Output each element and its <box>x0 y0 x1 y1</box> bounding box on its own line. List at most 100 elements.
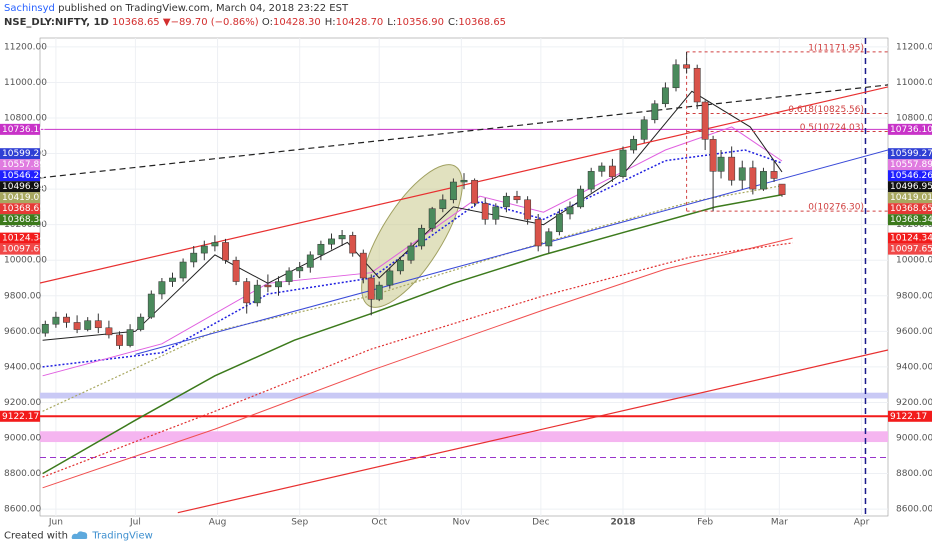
author[interactable]: Sachinsyd <box>4 3 55 14</box>
x-tick-label: Jul <box>129 518 141 528</box>
x-tick-label: Aug <box>209 518 227 528</box>
last: 10368.65 <box>111 17 160 28</box>
candle-body <box>275 281 282 288</box>
candle-body <box>169 277 176 282</box>
candle-body <box>587 171 595 190</box>
candle-body <box>105 327 113 336</box>
zone-band <box>40 431 888 443</box>
candle-body <box>701 101 709 140</box>
created-with: Created with <box>4 530 68 542</box>
candle-body <box>407 245 415 261</box>
candle-body <box>693 67 701 103</box>
candle-body <box>760 171 767 190</box>
brand[interactable]: TradingView <box>92 530 153 542</box>
price-label-box <box>888 170 932 182</box>
candle-body <box>116 334 123 346</box>
candle-body <box>264 284 272 288</box>
quote-line: NSE_DLY:NIFTY, 1D 10368.65 ▼−89.70 (−0.8… <box>4 16 510 30</box>
zone-band <box>40 392 888 399</box>
quote-val: 10428.70 <box>335 17 384 28</box>
candle-body <box>296 267 304 272</box>
y-tick-label: 10800.00 <box>896 114 932 124</box>
quote-key: C: <box>447 17 459 28</box>
candle-body <box>94 320 102 329</box>
y-tick-label: 9200.00 <box>4 398 41 408</box>
candle-body <box>306 254 314 268</box>
publish-line: Sachinsyd published on TradingView.com, … <box>4 2 510 16</box>
price-label-box <box>0 243 40 255</box>
price-label: 10368.65 <box>2 204 45 214</box>
logo <box>71 531 88 539</box>
arrow: ▼ <box>162 17 171 28</box>
quote-key: L: <box>387 17 397 28</box>
candle-body <box>317 243 325 256</box>
candle-body <box>428 208 436 229</box>
candle-body <box>471 179 479 204</box>
candle-body <box>481 203 489 220</box>
candle-body <box>232 259 240 282</box>
price-label: 10557.89 <box>2 160 45 170</box>
y-tick-label: 11000.00 <box>896 78 932 88</box>
y-tick-label: 9200.00 <box>896 398 932 408</box>
candle-body <box>524 199 532 220</box>
x-tick-label: Feb <box>697 518 713 528</box>
y-tick-label: 10800.00 <box>4 114 47 124</box>
y-tick-label: 9600.00 <box>4 327 41 337</box>
indicator-line <box>42 149 783 368</box>
y-tick-label: 11200.00 <box>896 42 932 52</box>
candle-body <box>717 156 725 172</box>
candle-body <box>41 323 49 334</box>
fib-label: 0.5(10724.03) <box>800 123 864 133</box>
y-tick-label: 9600.00 <box>896 327 932 337</box>
price-label: 9122.17 <box>2 412 39 422</box>
price-label: 10368.34 <box>890 215 932 225</box>
candle-body <box>672 64 680 89</box>
price-label: 10124.34 <box>890 234 932 244</box>
candle-body <box>179 261 187 279</box>
y-tick-label: 9800.00 <box>4 291 41 301</box>
x-tick-label: Apr <box>854 518 870 528</box>
candle-body <box>683 64 691 69</box>
price-label-box <box>0 214 40 226</box>
quote-key: H: <box>324 17 336 28</box>
indicator-line <box>42 90 783 341</box>
y-tick-label: 9400.00 <box>4 362 41 372</box>
price-label: 10124.34 <box>2 234 45 244</box>
price-label: 10736.10 <box>2 125 45 135</box>
price-label-box <box>0 192 40 204</box>
candle-body <box>608 165 616 177</box>
candle-body <box>778 183 786 195</box>
chart: 1(11171.95) 0.618(10825.56) 0.5(10724.03) 0… <box>0 37 932 528</box>
price-label-box <box>0 181 40 193</box>
indicator-line <box>42 126 783 377</box>
fib-label: 0(10276.30) <box>808 203 864 213</box>
candle-body <box>513 195 521 201</box>
candle-body <box>211 242 219 247</box>
candle-body <box>661 87 669 105</box>
y-tick-label: 11000.00 <box>4 78 47 88</box>
y-tick-label: 8800.00 <box>4 469 41 479</box>
price-label: 10368.34 <box>2 215 45 225</box>
candle-body <box>460 179 468 183</box>
indicator-line <box>42 242 793 478</box>
indicator-line <box>42 185 783 412</box>
candle-body <box>418 227 426 247</box>
candle-body <box>367 277 375 300</box>
candle-body <box>396 259 404 272</box>
candle-body <box>566 206 574 215</box>
candle-body <box>640 119 648 140</box>
price-label: 10097.65 <box>890 245 932 255</box>
candle-body <box>349 235 357 254</box>
y-tick-label: 10000.00 <box>4 256 47 266</box>
price-label: 10546.26 <box>890 171 932 181</box>
price-label: 10496.95 <box>2 182 45 192</box>
x-tick-label: Mar <box>771 518 788 528</box>
candle-body <box>243 281 251 304</box>
candle-body <box>63 316 70 323</box>
candle-body <box>73 322 81 330</box>
candle-body <box>137 316 145 330</box>
y-tick-label: 9800.00 <box>896 291 932 301</box>
price-label: 10419.01 <box>890 193 932 203</box>
candle-body <box>200 245 208 254</box>
